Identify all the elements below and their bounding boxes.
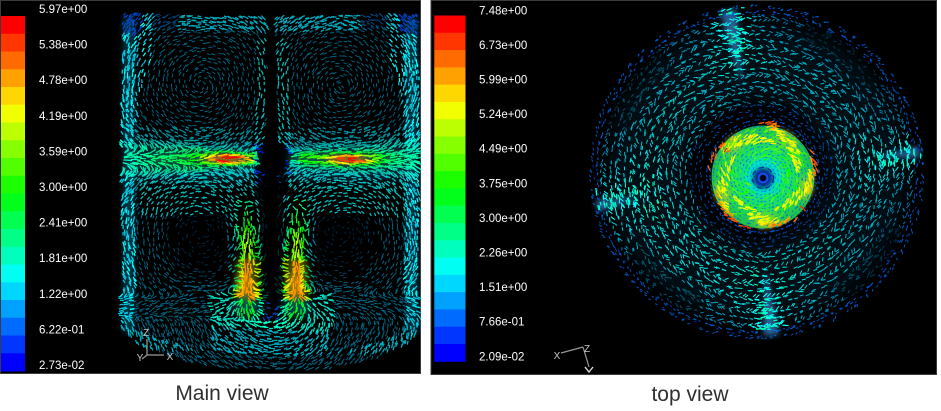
svg-text:6.73e+00: 6.73e+00 [479, 40, 527, 52]
svg-text:2.73e-02: 2.73e-02 [39, 360, 84, 372]
svg-text:X: X [554, 351, 561, 362]
svg-text:6.22e-01: 6.22e-01 [39, 324, 84, 336]
svg-text:5.38e+00: 5.38e+00 [39, 40, 87, 52]
svg-text:Y: Y [137, 353, 144, 364]
svg-text:3.00e+00: 3.00e+00 [39, 182, 87, 194]
svg-text:1.81e+00: 1.81e+00 [39, 253, 87, 265]
svg-text:3.00e+00: 3.00e+00 [479, 213, 527, 225]
svg-text:Z: Z [584, 344, 590, 355]
svg-text:7.66e-01: 7.66e-01 [479, 317, 524, 329]
svg-text:2.41e+00: 2.41e+00 [39, 218, 87, 230]
svg-text:2.26e+00: 2.26e+00 [479, 248, 527, 260]
svg-text:1.22e+00: 1.22e+00 [39, 289, 87, 301]
svg-text:X: X [167, 352, 174, 363]
svg-text:4.49e+00: 4.49e+00 [479, 144, 527, 156]
svg-text:5.97e+00: 5.97e+00 [39, 4, 87, 16]
svg-text:5.99e+00: 5.99e+00 [479, 75, 527, 87]
svg-text:Z: Z [143, 328, 149, 339]
svg-text:3.59e+00: 3.59e+00 [39, 146, 87, 158]
svg-text:7.48e+00: 7.48e+00 [479, 5, 527, 17]
svg-text:top view: top view [651, 383, 729, 406]
svg-text:1.51e+00: 1.51e+00 [479, 282, 527, 294]
svg-text:4.78e+00: 4.78e+00 [39, 75, 87, 87]
svg-text:3.75e+00: 3.75e+00 [479, 178, 527, 190]
svg-text:4.19e+00: 4.19e+00 [39, 111, 87, 123]
svg-text:2.09e-02: 2.09e-02 [479, 351, 524, 363]
svg-text:5.24e+00: 5.24e+00 [479, 109, 527, 121]
svg-text:Main view: Main view [175, 382, 269, 405]
